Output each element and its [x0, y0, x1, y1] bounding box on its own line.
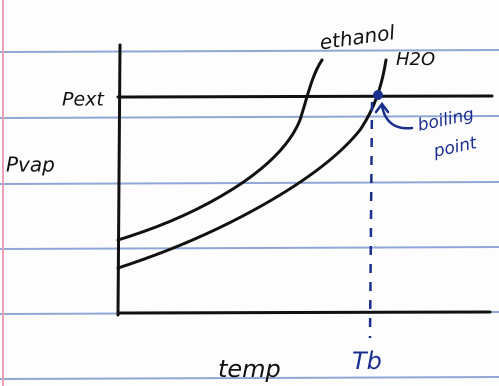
pext-label: Pext: [62, 89, 105, 111]
boiling-point-dot: [373, 90, 383, 100]
page: {"labels": {"y_axis": "Pvap", "x_axis": …: [0, 0, 499, 386]
pext-line: [118, 96, 492, 97]
x-axis-label: temp: [218, 355, 281, 383]
x-axis: [118, 312, 490, 313]
y-axis-label: Pvap: [6, 153, 55, 177]
y-axis: [118, 45, 120, 315]
diagram: Pext Pvap ethanol H2O boiling point temp…: [0, 0, 499, 386]
tb-label: Tb: [352, 347, 382, 375]
h2o-label: H2O: [396, 49, 435, 70]
